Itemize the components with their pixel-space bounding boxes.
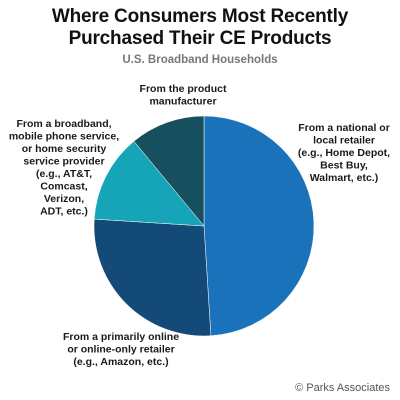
pie-slice-label-line: Best Buy, [320, 160, 368, 172]
pie-slice [203, 115, 315, 337]
pie-slice [93, 140, 205, 227]
pie-slice-label-line: From the product [140, 83, 227, 95]
pie-slice-label-line: Comcast, [40, 181, 87, 193]
pie-slice-label-line: or home security [22, 143, 107, 155]
pie-slices [93, 115, 315, 337]
pie-slice-label-line: Walmart, etc.) [310, 172, 378, 184]
pie-slice-label-line: local retailer [313, 135, 375, 147]
pie-slice-label-line: (e.g., AT&T, [36, 168, 92, 180]
pie-slice-label-line: (e.g., Home Depot, [298, 147, 390, 159]
chart-title: Where Consumers Most Recently Purchased … [0, 6, 400, 50]
pie-slice-label: From a broadband, mobile phone service, or… [9, 118, 119, 218]
pie-slice-label: From a national or local retailer (e.g., H… [298, 122, 390, 184]
chart-title-line-1: Where Consumers Most Recently [51, 6, 349, 27]
chart-title-line-2: Purchased Their CE Products [68, 28, 332, 49]
pie-slice-label: From a primarily online or online-only re… [63, 331, 179, 368]
pie-slice-label-line: From a national or [298, 122, 390, 134]
pie-slice [133, 115, 205, 227]
pie-slice-label-line: service provider [23, 156, 104, 168]
pie-slice-label-line: ADT, etc.) [40, 206, 88, 218]
pie-slice-label: From the product manufacturer [140, 83, 227, 108]
pie-slice-label-line: (e.g., Amazon, etc.) [73, 356, 168, 368]
pie-slice-label-line: From a primarily online [63, 331, 179, 343]
chart-subtitle: U.S. Broadband Households [122, 54, 278, 66]
pie-slice [93, 218, 212, 337]
pie-labels: From a national or local retailer (e.g., H… [9, 83, 390, 368]
pie-slice-label-line: From a broadband, [16, 118, 111, 130]
pie-slice-label-line: or online-only retailer [67, 344, 174, 356]
pie-slice-label-line: manufacturer [149, 96, 216, 108]
pie-slice-label-line: mobile phone service, [9, 131, 119, 143]
pie-slice-label-line: Verizon, [44, 193, 84, 205]
copyright-notice: © Parks Associates [295, 382, 390, 394]
